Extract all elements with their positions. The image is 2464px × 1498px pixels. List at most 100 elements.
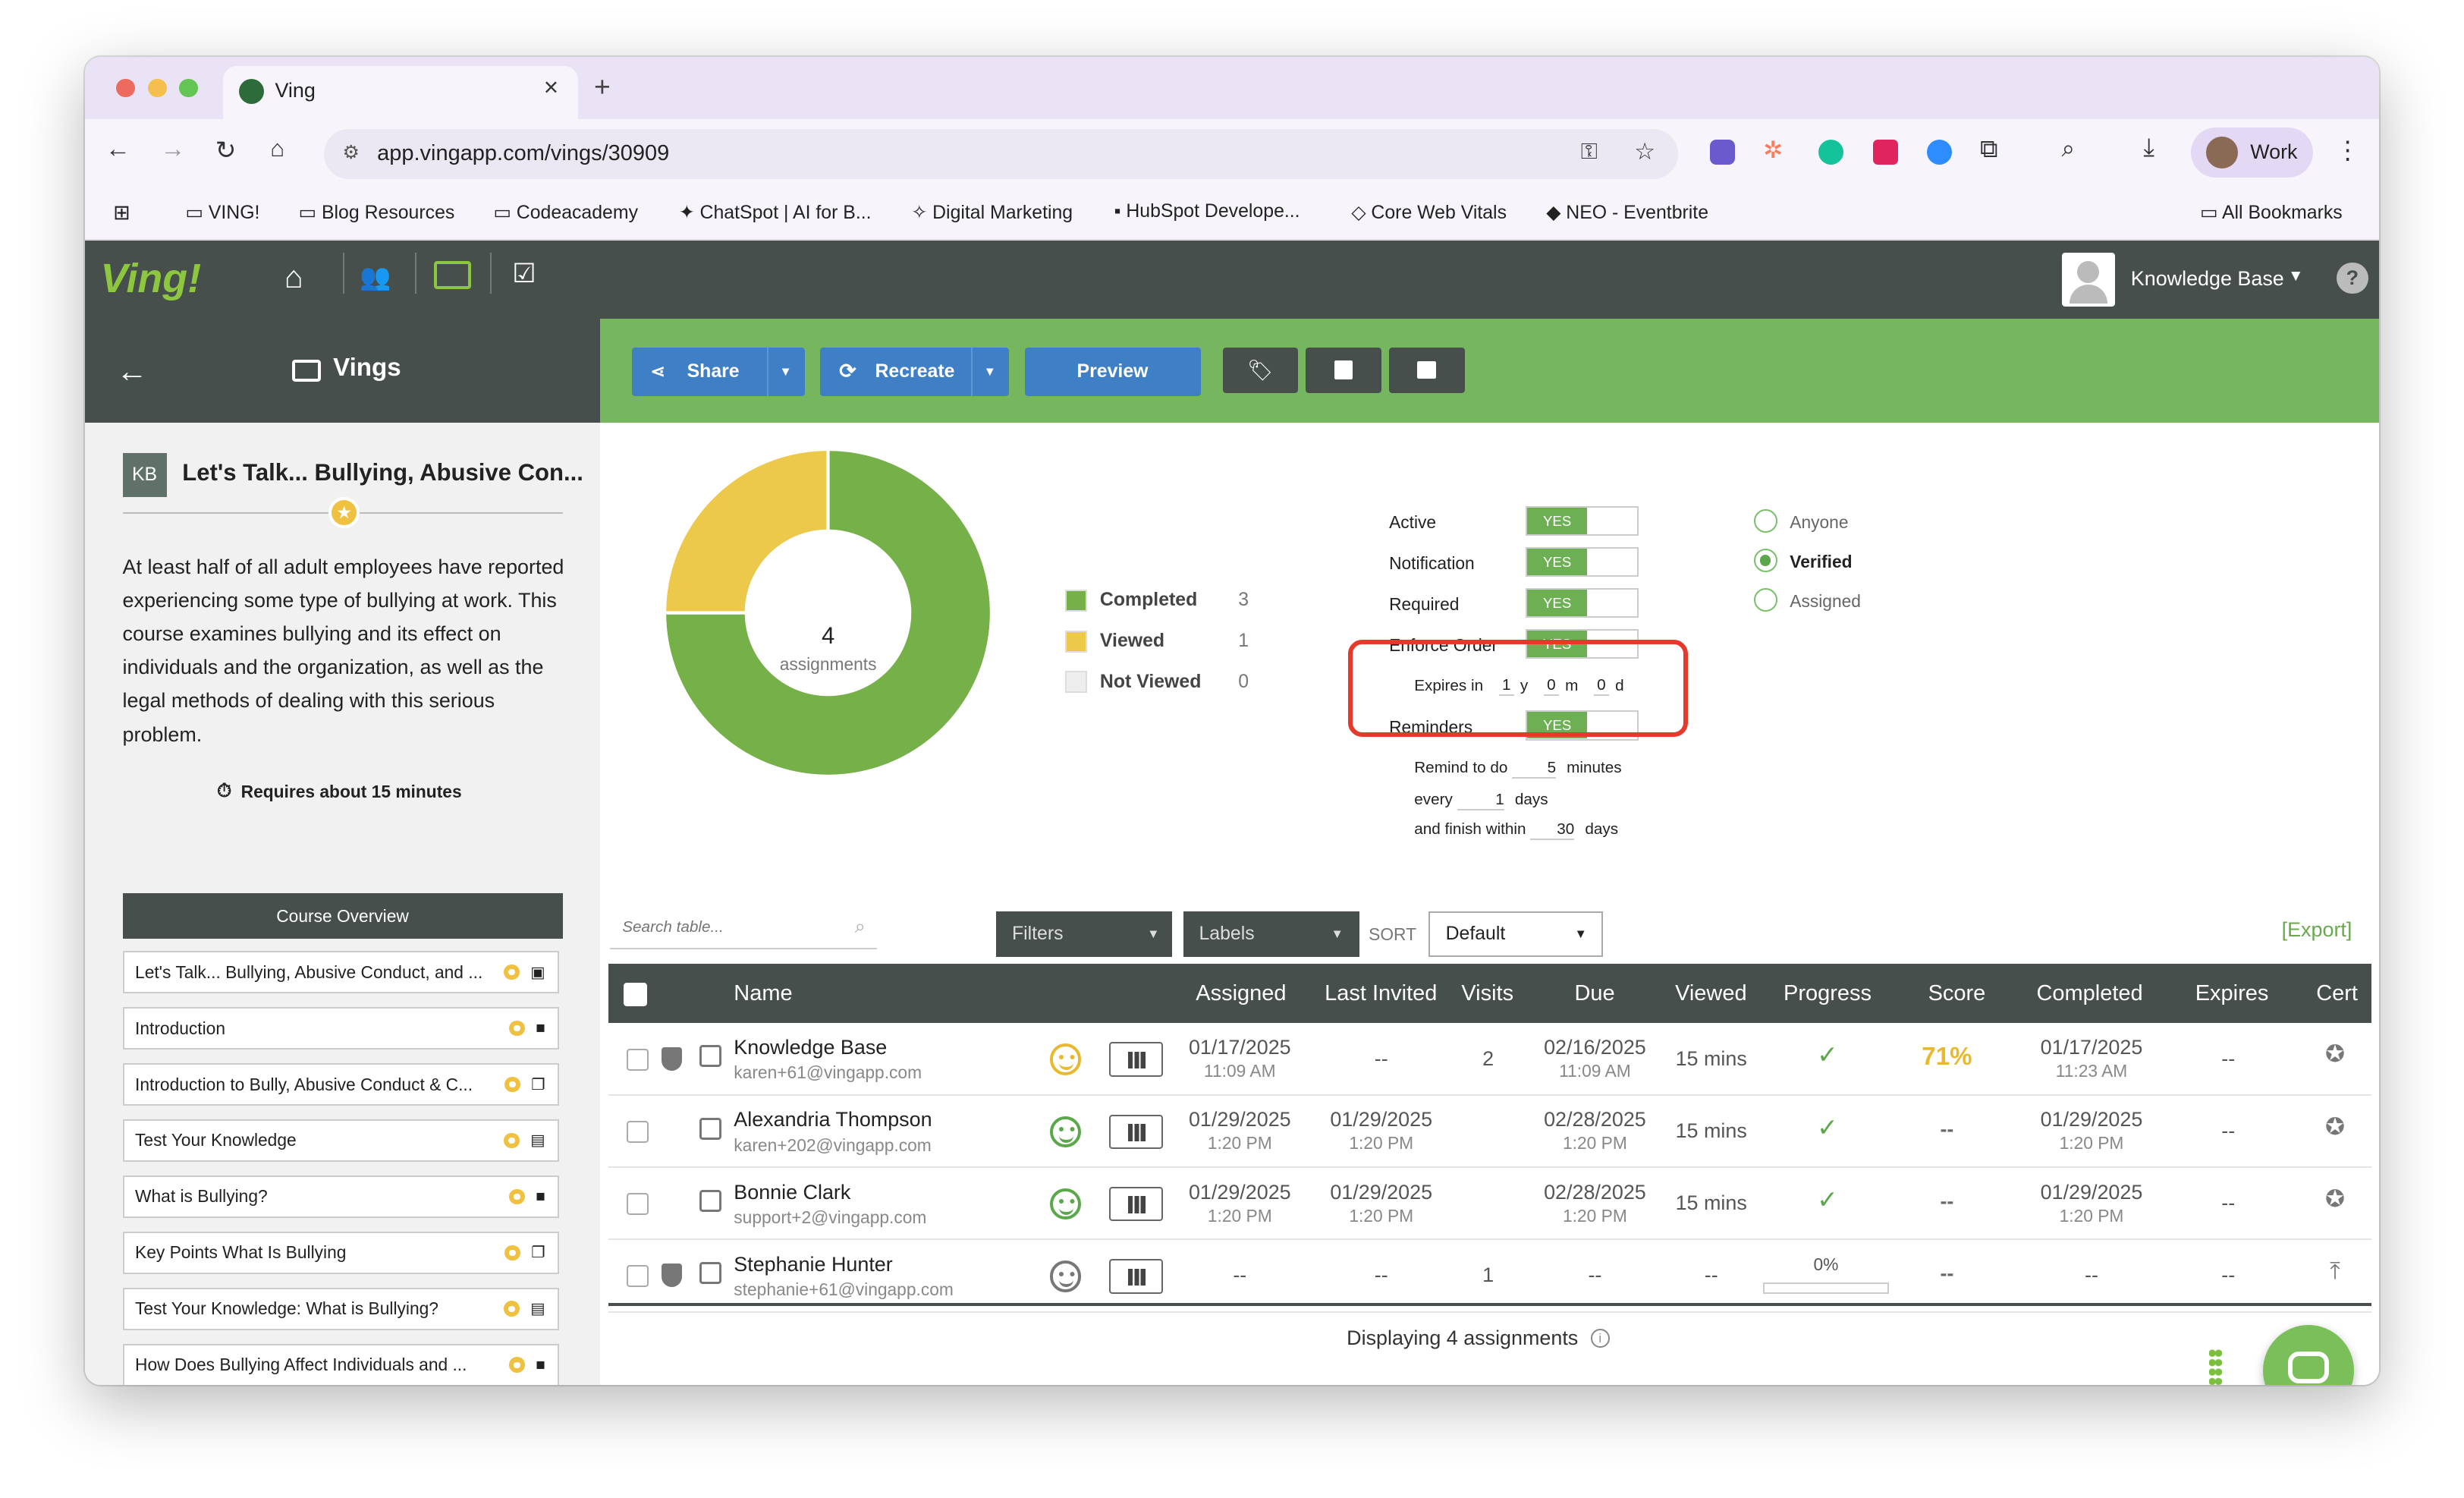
report-chart-button[interactable] [1109, 1042, 1163, 1077]
open-external-icon[interactable] [699, 1045, 721, 1068]
user-name[interactable]: Bonnie Clark [734, 1180, 851, 1204]
people-icon[interactable]: 👥 [360, 263, 391, 291]
open-external-icon[interactable] [699, 1262, 721, 1285]
reload-icon[interactable]: ↻ [215, 137, 237, 165]
bookmark-neo-eventbrite[interactable]: ◆ NEO - Eventbrite [1546, 203, 1709, 224]
bookmark-codeacademy[interactable]: ▭ Codeacademy [493, 203, 638, 224]
omnibox[interactable]: ⚙ app.vingapp.com/vings/30909 ⚿ ☆ [323, 128, 1679, 180]
lesson-item[interactable]: How Does Bullying Affect Individuals and… [122, 1343, 560, 1385]
bookmark-star-icon[interactable]: ☆ [1634, 138, 1656, 165]
share-button[interactable]: ⋖ Share ▼ [631, 347, 805, 396]
sort-select[interactable]: Default ▼ [1428, 911, 1603, 958]
close-tab-icon[interactable]: × [543, 74, 559, 102]
home-icon[interactable]: ⌂ [284, 259, 303, 294]
user-name[interactable]: Stephanie Hunter [734, 1252, 893, 1276]
user-name[interactable]: Knowledge Base [2130, 267, 2284, 291]
user-name[interactable]: Alexandria Thompson [734, 1108, 932, 1131]
chat-widget-button[interactable] [2262, 1325, 2354, 1385]
row-checkbox[interactable] [627, 1120, 649, 1143]
download-icon[interactable]: ⤓ [2143, 134, 2155, 162]
ving-logo[interactable]: Ving! [100, 255, 202, 301]
table-search[interactable]: ⌕ [609, 908, 877, 950]
labels-dropdown[interactable]: Labels ▼ [1183, 911, 1359, 958]
toggle-switch[interactable]: YES [1526, 505, 1639, 537]
report-chart-button[interactable] [1109, 1114, 1163, 1150]
bookmark-core-web-vitals[interactable]: ◇ Core Web Vitals [1351, 203, 1507, 224]
forward-icon[interactable]: → [160, 135, 186, 164]
col-viewed[interactable]: Viewed [1675, 980, 1747, 1005]
table-row[interactable]: Stephanie Hunter stephanie+61@vingapp.com… [608, 1240, 2371, 1313]
close-window-button[interactable] [116, 78, 136, 98]
col-score[interactable]: Score [1928, 980, 1986, 1005]
zoom-extension-icon[interactable] [1926, 140, 1952, 165]
radio-assigned[interactable] [1753, 587, 1777, 612]
expires-years-input[interactable]: 1 [1498, 676, 1514, 696]
lesson-item[interactable]: Test Your Knowledge ▤ [122, 1119, 560, 1162]
col-visits[interactable]: Visits [1461, 980, 1514, 1005]
extension-icon[interactable] [1709, 140, 1735, 165]
col-last-invited[interactable]: Last Invited [1325, 980, 1438, 1005]
info-icon[interactable]: i [1590, 1329, 1610, 1349]
home-icon[interactable]: ⌂ [270, 135, 285, 162]
remind-input[interactable]: 5 [1512, 759, 1557, 779]
col-assigned[interactable]: Assigned [1196, 980, 1287, 1005]
archive-button[interactable] [1389, 347, 1465, 393]
export-link[interactable]: [Export] [2281, 917, 2352, 941]
all-bookmarks[interactable]: ▭ All Bookmarks [2199, 203, 2343, 224]
expires-months-input[interactable]: 0 [1543, 676, 1559, 696]
tasks-icon[interactable]: ☑ [512, 258, 536, 288]
col-completed[interactable]: Completed [2036, 980, 2143, 1005]
bookmark-blog-resources[interactable]: ▭ Blog Resources [298, 203, 455, 224]
select-all-checkbox[interactable] [624, 982, 648, 1006]
user-avatar[interactable] [2061, 253, 2116, 307]
upload-icon[interactable]: ⤒ [2330, 1257, 2340, 1285]
certificate-icon[interactable]: ✪ [2325, 1112, 2346, 1140]
password-key-icon[interactable]: ⚿ [1580, 140, 1598, 165]
course-overview-header[interactable]: Course Overview [122, 892, 563, 939]
new-tab-icon[interactable]: + [593, 71, 611, 103]
certificate-icon[interactable]: ✪ [2325, 1185, 2346, 1212]
vings-icon[interactable] [433, 260, 472, 290]
filters-dropdown[interactable]: Filters ▼ [996, 911, 1173, 958]
toggle-switch[interactable]: YES [1526, 587, 1639, 618]
hubspot-extension-icon[interactable]: ✲ [1763, 137, 1784, 164]
col-due[interactable]: Due [1574, 980, 1615, 1005]
minimize-window-button[interactable] [147, 78, 167, 98]
report-chart-button[interactable] [1109, 1186, 1163, 1222]
col-progress[interactable]: Progress [1784, 980, 1872, 1005]
lesson-item[interactable]: Introduction ■ [122, 1007, 560, 1050]
lesson-item[interactable]: What is Bullying? ■ [122, 1175, 560, 1218]
user-menu-chevron-icon[interactable]: ▼ [2287, 267, 2304, 285]
help-icon[interactable]: ? [2337, 262, 2368, 294]
bookmark-chatspot[interactable]: ✦ ChatSpot | AI for B... [678, 203, 872, 224]
bookmark-hubspot[interactable]: ▪ HubSpot Develope... [1114, 201, 1300, 222]
report-chart-button[interactable] [1109, 1259, 1163, 1294]
bookmark-digital-marketing[interactable]: ✧ Digital Marketing [911, 203, 1073, 224]
expires-days-input[interactable]: 0 [1594, 676, 1609, 696]
bookmark-ving[interactable]: ▭ VING! [185, 203, 260, 224]
extensions-puzzle-icon[interactable]: ⧉ [1979, 135, 1998, 164]
row-checkbox[interactable] [627, 1048, 649, 1071]
row-checkbox[interactable] [627, 1193, 649, 1216]
every-input[interactable]: 1 [1457, 791, 1504, 810]
browser-menu-icon[interactable]: ⋮ [2335, 137, 2361, 165]
certificate-icon[interactable]: ✪ [2325, 1040, 2346, 1068]
back-arrow-icon[interactable]: ← [116, 354, 148, 389]
user-name[interactable]: Knowledge Base [734, 1036, 888, 1059]
finish-input[interactable]: 30 [1530, 820, 1575, 841]
apps-grid-icon[interactable]: ⊞ [113, 201, 130, 225]
back-icon[interactable]: ← [105, 135, 130, 164]
table-row[interactable]: Knowledge Base karen+61@vingapp.com 01/17/… [608, 1023, 2371, 1096]
preview-button[interactable]: Preview [1024, 347, 1201, 396]
grammarly-extension-icon[interactable] [1818, 140, 1843, 165]
tab-search-icon[interactable]: ⌕ [2061, 135, 2076, 162]
url-text[interactable]: app.vingapp.com/vings/30909 [377, 141, 670, 166]
tag-button[interactable]: 🏷 [1222, 347, 1298, 393]
open-external-icon[interactable] [699, 1190, 721, 1212]
lesson-item[interactable]: Introduction to Bully, Abusive Conduct &… [122, 1063, 560, 1106]
browser-tab[interactable]: Ving × [223, 65, 579, 120]
table-row[interactable]: Alexandria Thompson karen+202@vingapp.com… [608, 1096, 2371, 1169]
col-name[interactable]: Name [734, 980, 793, 1005]
table-row[interactable]: Bonnie Clark support+2@vingapp.com 01/29/2… [608, 1168, 2371, 1241]
col-expires[interactable]: Expires [2195, 980, 2269, 1005]
